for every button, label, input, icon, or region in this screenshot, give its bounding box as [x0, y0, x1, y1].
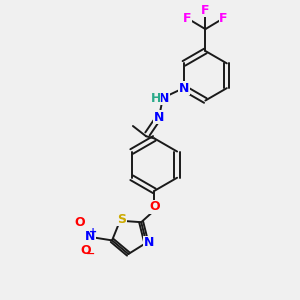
Text: N: N — [179, 82, 189, 94]
Text: F: F — [183, 12, 192, 26]
Text: O: O — [80, 244, 91, 257]
Text: N: N — [154, 111, 164, 124]
Text: H: H — [151, 92, 161, 105]
Text: N: N — [159, 92, 170, 105]
Text: S: S — [117, 213, 126, 226]
Text: F: F — [201, 4, 210, 17]
Text: N: N — [144, 236, 154, 249]
Text: F: F — [219, 12, 228, 26]
Text: +: + — [89, 227, 97, 237]
Text: −: − — [85, 248, 95, 259]
Text: O: O — [149, 200, 160, 213]
Text: N: N — [85, 230, 95, 242]
Text: O: O — [75, 216, 85, 230]
